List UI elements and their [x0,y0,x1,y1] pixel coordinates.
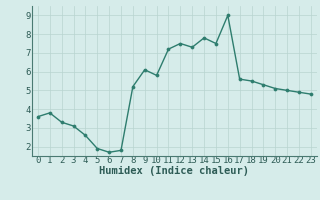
X-axis label: Humidex (Indice chaleur): Humidex (Indice chaleur) [100,166,249,176]
